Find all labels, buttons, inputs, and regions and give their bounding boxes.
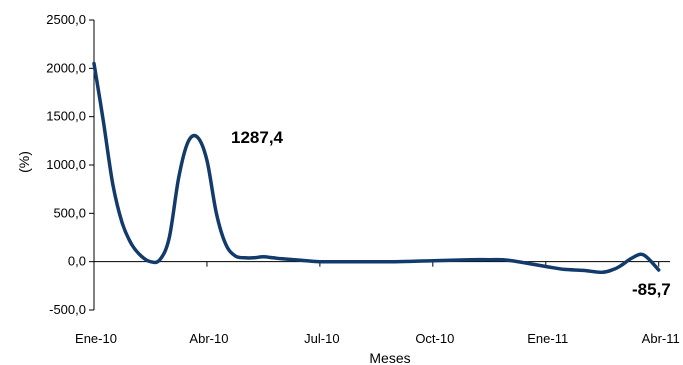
y-tick-label: 1000,0 (46, 157, 86, 172)
labels-layer: 1287,4 -85,7 (231, 128, 671, 299)
y-tick-label: 0,0 (68, 254, 86, 269)
x-tick-label: Abr-11 (642, 331, 680, 346)
y-tick-label: 500,0 (53, 205, 86, 220)
series-layer (92, 61, 661, 275)
y-tick-label: 2500,0 (46, 12, 86, 27)
x-tick-label: Oct-10 (415, 331, 454, 346)
data-label-peak: 1287,4 (231, 128, 284, 147)
y-axis: -500,0 0,0 500,0 1000,0 1500,0 2000,0 2500,0 (46, 12, 95, 317)
x-tick-label: Ene-11 (527, 331, 568, 346)
data-label-last: -85,7 (632, 280, 671, 299)
x-tick-label: Ene-10 (75, 331, 117, 346)
y-tick-label: 2000,0 (46, 60, 86, 75)
x-tick-label: Abr-10 (189, 331, 228, 346)
x-axis: Ene-10 Abr-10 Jul-10 Oct-10 Ene-11 Abr-11 (75, 261, 680, 346)
y-tick-label: -500,0 (49, 302, 86, 317)
x-tick-label: Jul-10 (304, 331, 339, 346)
x-axis-title: Meses (369, 350, 410, 365)
y-tick-label: 1500,0 (46, 109, 86, 124)
y-axis-title: (%) (16, 151, 32, 173)
series-line (92, 61, 661, 275)
